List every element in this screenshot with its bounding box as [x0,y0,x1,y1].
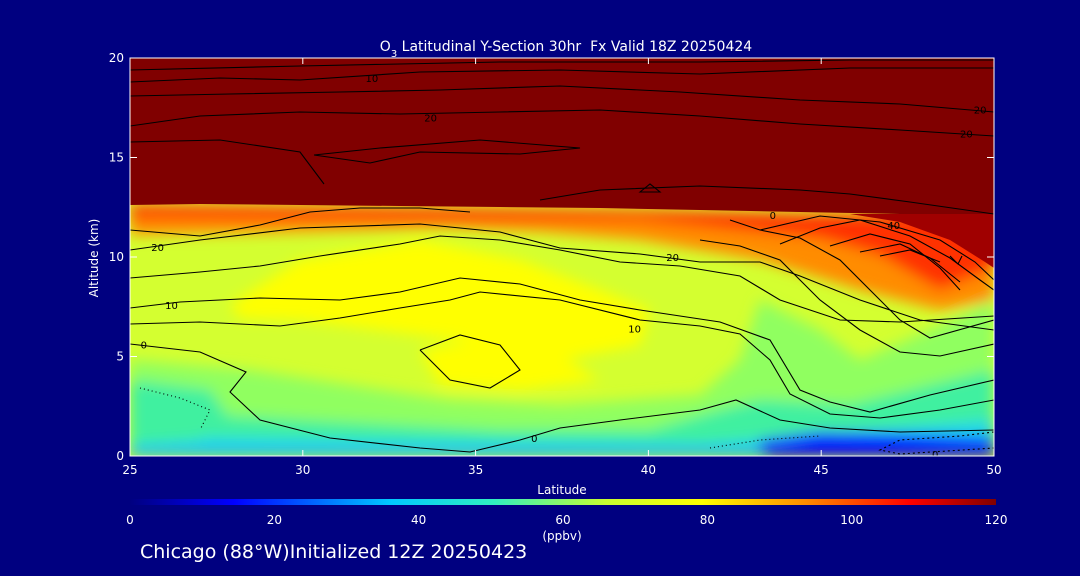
y-axis-label: Altitude (km) [87,219,101,298]
colorbar-tick-label: 40 [411,513,426,527]
contour-label: 40 [887,221,900,232]
contour-label: 0 [531,434,537,445]
x-axis-label: Latitude [537,483,586,497]
x-tick-label: 25 [122,463,137,477]
contour-label: 0 [932,450,938,461]
colorbar-tick-label: 20 [267,513,282,527]
contour-label: 0 [141,341,147,352]
colorbar-tick-label: 100 [840,513,863,527]
contour-label: 20 [151,243,164,254]
footer-initialization-text: Chicago (88°W)Initialized 12Z 20250423 [140,541,528,563]
y-tick-label: 10 [109,250,124,264]
x-tick-label: 40 [641,463,656,477]
colorbar-tick-label: 0 [126,513,134,527]
colorbar-tick-label: 60 [555,513,570,527]
y-tick-label: 0 [116,449,124,463]
y-tick-label: 20 [109,51,124,65]
x-tick-label: 35 [468,463,483,477]
plot-area: 10 20 20 20 20 20 10 10 0 0 0 0 40 [130,58,994,461]
y-tick-label: 15 [109,151,124,165]
contour-label: 10 [165,301,178,312]
colorbar-label: (ppbv) [542,529,581,543]
chart-title: O3 Latitudinal Y-Section 30hr Fx Valid 1… [380,39,752,60]
contour-label: 20 [424,114,437,125]
y-tick-label: 5 [116,350,124,364]
colorbar-tick-label: 120 [985,513,1008,527]
x-tick-label: 50 [986,463,1001,477]
colorbar [130,499,996,505]
x-tick-label: 30 [295,463,310,477]
colorbar-ticks: 0 20 40 60 80 100 120 [126,513,1007,527]
contour-label: 20 [666,253,679,264]
contour-label: 20 [960,130,973,141]
y-axis: 0 5 10 15 20 [109,51,994,463]
contour-label: 10 [628,325,641,336]
contour-labels: 10 20 20 20 20 20 10 10 0 0 0 0 40 [141,74,987,461]
contour-label: 0 [770,211,776,222]
x-axis: 25 30 35 40 45 50 [122,58,1002,477]
contour-lines [130,59,994,455]
x-tick-label: 45 [814,463,829,477]
colorbar-tick-label: 80 [700,513,715,527]
contour-label: 10 [366,74,379,85]
contour-label: 20 [974,106,987,117]
